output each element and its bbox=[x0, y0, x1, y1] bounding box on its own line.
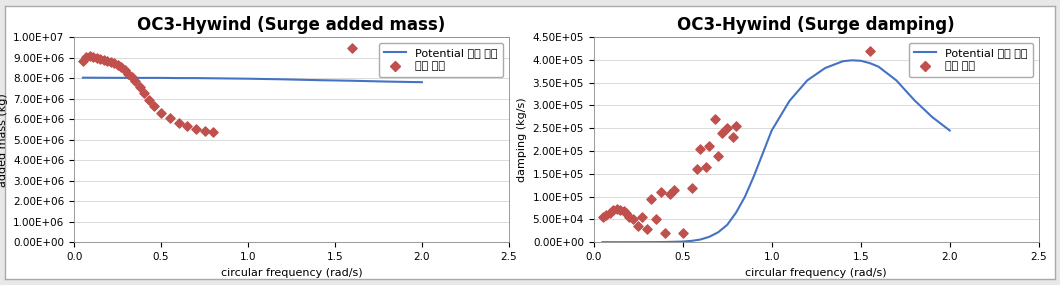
Point bbox=[99, 58, 116, 63]
Legend: Potential 해석 결과, 실험 결과: Potential 해석 결과, 실험 결과 bbox=[378, 42, 503, 77]
Point bbox=[136, 91, 153, 96]
Point bbox=[598, 213, 615, 217]
Y-axis label: added mass (kg): added mass (kg) bbox=[0, 93, 7, 186]
X-axis label: circular frequency (rad/s): circular frequency (rad/s) bbox=[745, 268, 887, 278]
Point bbox=[170, 121, 187, 125]
Point bbox=[95, 57, 112, 62]
Point bbox=[701, 144, 718, 149]
Point bbox=[727, 124, 744, 128]
Title: OC3-Hywind (Surge damping): OC3-Hywind (Surge damping) bbox=[677, 16, 955, 34]
Point bbox=[719, 126, 736, 131]
X-axis label: circular frequency (rad/s): circular frequency (rad/s) bbox=[220, 268, 363, 278]
Point bbox=[145, 103, 162, 108]
Point bbox=[594, 215, 611, 219]
Point bbox=[179, 124, 196, 129]
Point bbox=[688, 167, 705, 172]
Point bbox=[117, 68, 134, 73]
Point bbox=[102, 59, 119, 64]
Point bbox=[608, 207, 625, 212]
Point bbox=[141, 97, 158, 102]
Point bbox=[126, 79, 143, 84]
Point bbox=[82, 53, 99, 58]
Point bbox=[85, 54, 102, 59]
Point bbox=[861, 48, 878, 53]
Point bbox=[713, 131, 730, 135]
Point bbox=[624, 217, 641, 222]
Point bbox=[112, 65, 129, 70]
Point bbox=[123, 75, 140, 79]
Point bbox=[710, 153, 727, 158]
Point bbox=[674, 231, 691, 235]
Point bbox=[616, 209, 633, 213]
Point bbox=[153, 111, 170, 115]
Point bbox=[77, 54, 94, 59]
Point bbox=[74, 58, 91, 63]
Y-axis label: damping (kg/s): damping (kg/s) bbox=[517, 97, 527, 182]
Point bbox=[683, 185, 700, 190]
Point bbox=[131, 85, 148, 89]
Point bbox=[161, 116, 178, 120]
Point bbox=[88, 55, 105, 60]
Point bbox=[656, 231, 673, 235]
Point bbox=[638, 226, 655, 231]
Point bbox=[648, 217, 665, 222]
Point bbox=[642, 197, 659, 201]
Point bbox=[343, 46, 360, 51]
Point bbox=[612, 208, 629, 213]
Legend: Potential 해석 결과, 실험 결과: Potential 해석 결과, 실험 결과 bbox=[908, 42, 1034, 77]
Point bbox=[633, 215, 650, 219]
Point bbox=[724, 135, 741, 140]
Point bbox=[697, 165, 714, 169]
Point bbox=[196, 129, 213, 133]
Point bbox=[205, 130, 222, 134]
Point bbox=[666, 188, 683, 192]
Point bbox=[109, 63, 126, 68]
Point bbox=[661, 192, 678, 197]
Point bbox=[630, 224, 647, 229]
Point bbox=[188, 127, 205, 131]
Point bbox=[92, 56, 109, 61]
Point bbox=[604, 208, 621, 213]
Point bbox=[601, 210, 618, 215]
Point bbox=[120, 71, 137, 76]
Point bbox=[653, 190, 670, 194]
Point bbox=[106, 61, 123, 66]
Point bbox=[617, 210, 634, 215]
Title: OC3-Hywind (Surge added mass): OC3-Hywind (Surge added mass) bbox=[138, 16, 445, 34]
Point bbox=[692, 146, 709, 151]
Point bbox=[621, 215, 638, 219]
Point bbox=[706, 117, 723, 121]
